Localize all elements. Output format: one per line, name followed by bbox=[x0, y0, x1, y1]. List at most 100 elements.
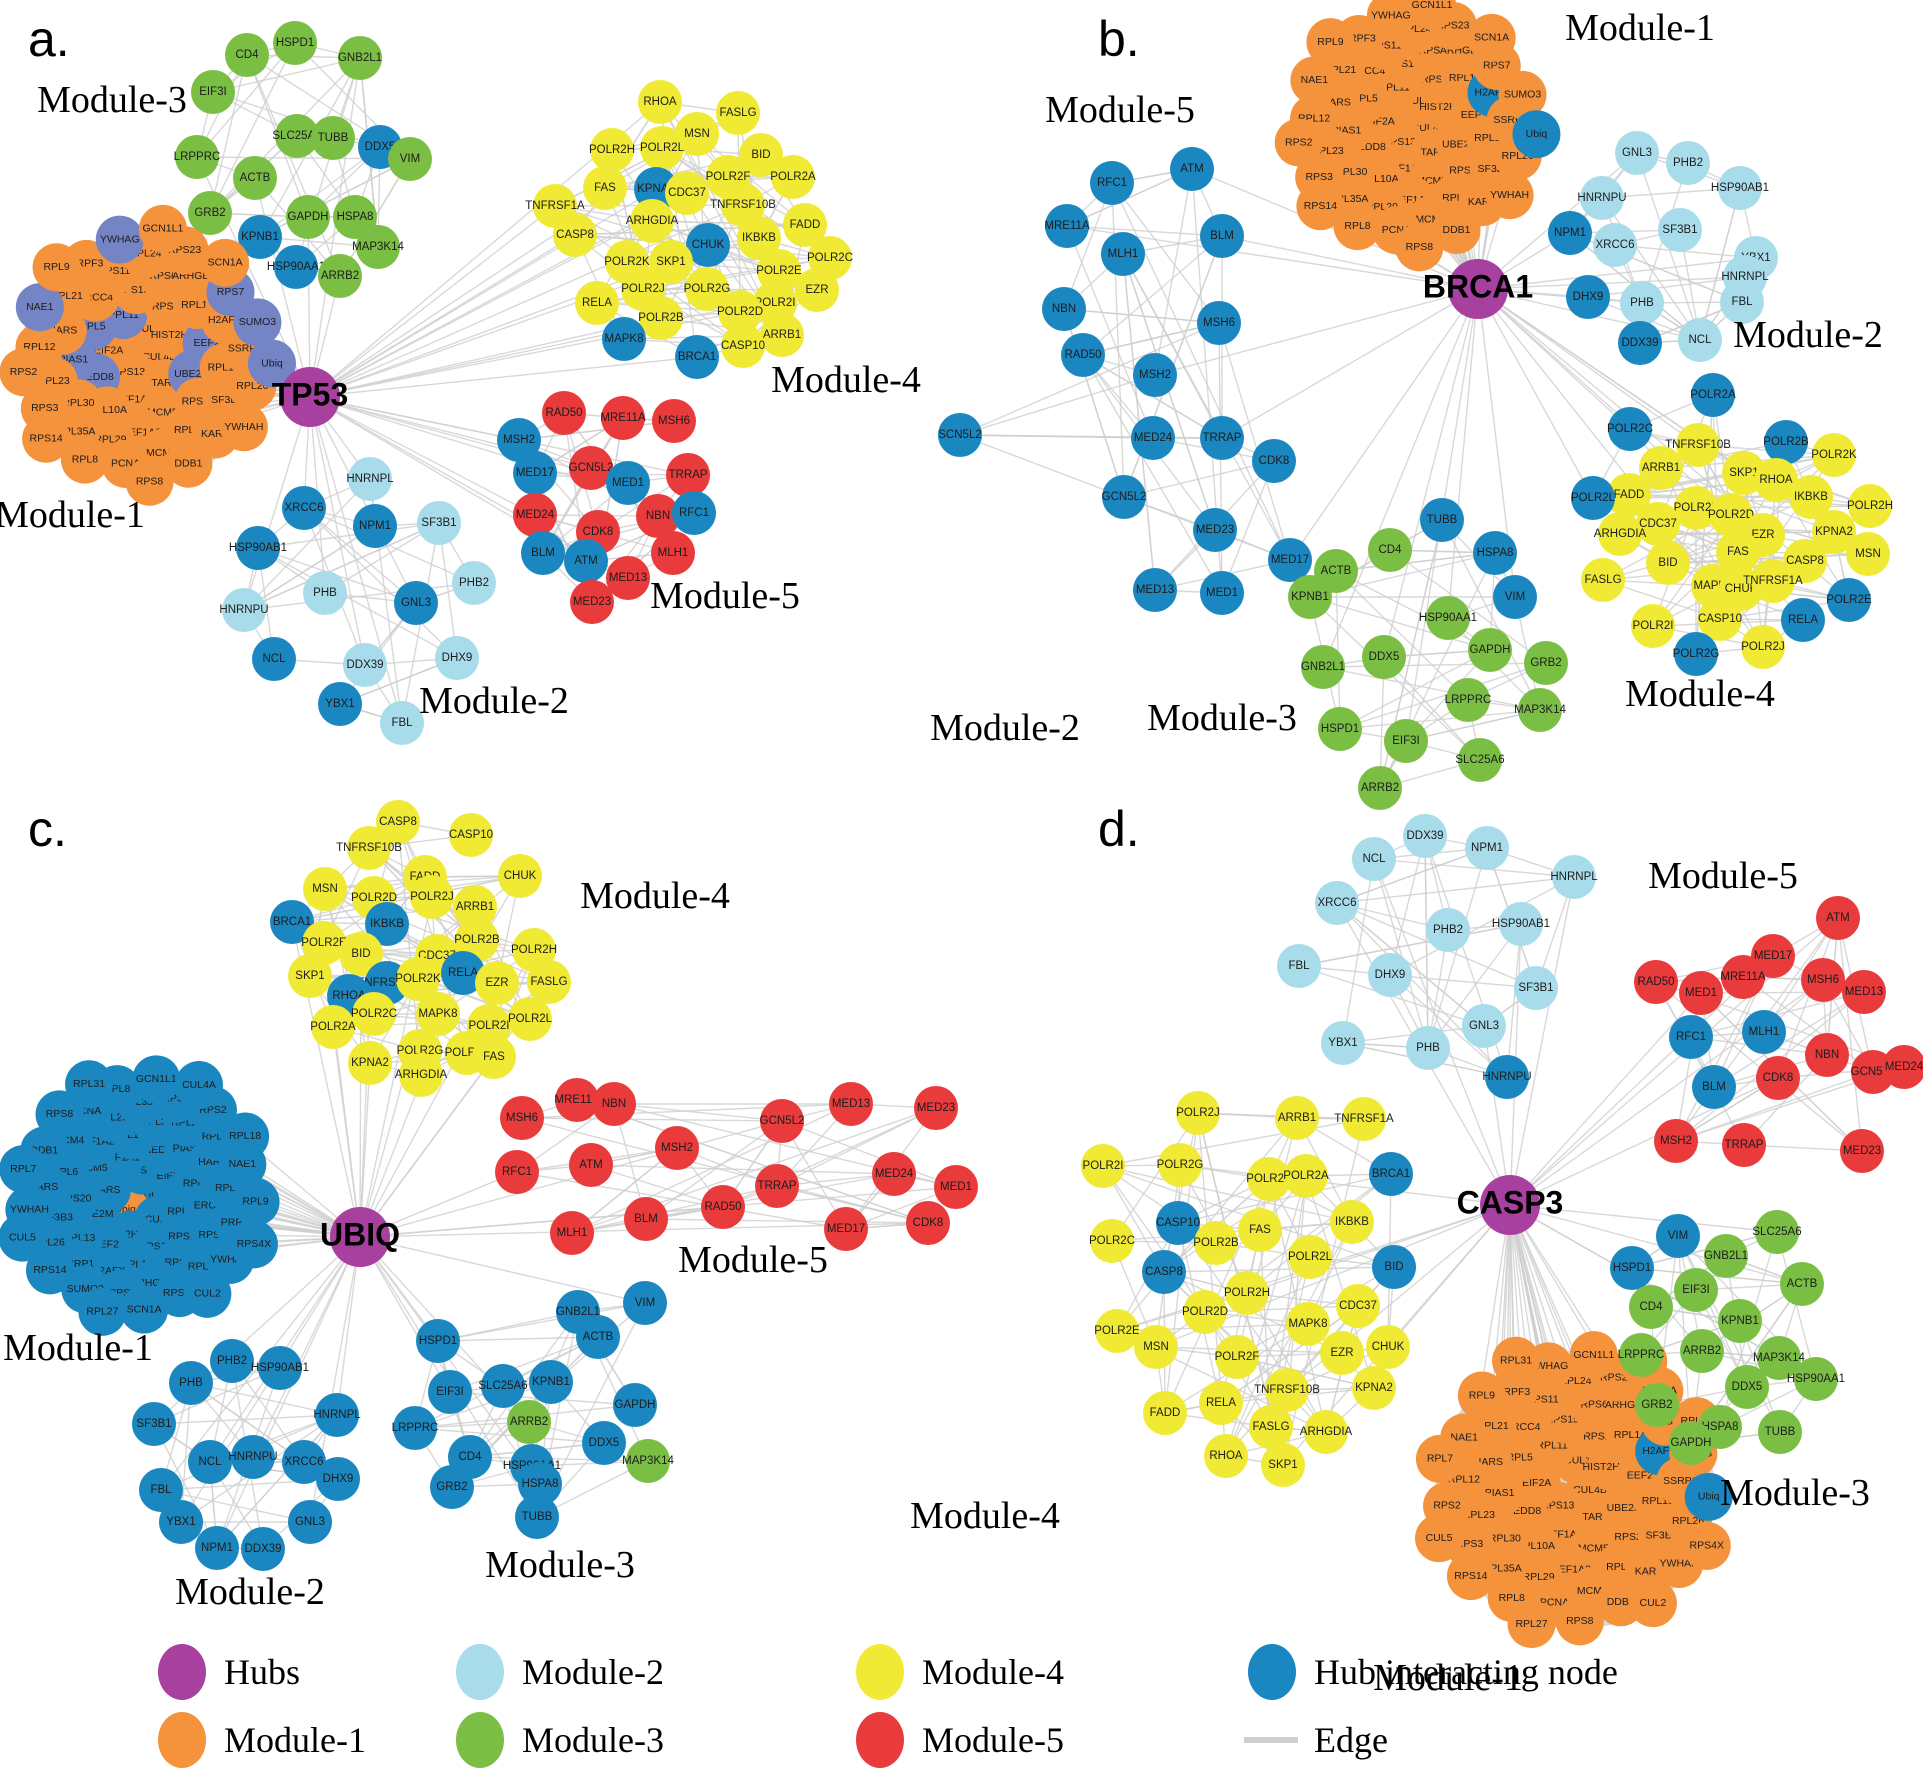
node-FASLG[interactable]: FASLG bbox=[527, 960, 571, 1004]
node-MSH6[interactable]: MSH6 bbox=[1197, 301, 1241, 345]
node-RPL9[interactable]: RPL9 bbox=[32, 243, 81, 292]
node-CASP8[interactable]: CASP8 bbox=[553, 213, 597, 257]
node-SLC25A6[interactable]: SLC25A6 bbox=[1752, 1210, 1802, 1254]
node-DDB1[interactable]: DDB1 bbox=[1432, 206, 1481, 255]
node-DHX9[interactable]: DHX9 bbox=[1566, 275, 1610, 319]
node-RPS8[interactable]: RPS8 bbox=[1395, 223, 1444, 272]
node-TNFRSF1A[interactable]: TNFRSF1A bbox=[1743, 559, 1803, 603]
node-GNL3[interactable]: GNL3 bbox=[1462, 1004, 1506, 1048]
node-LRPPRC[interactable]: LRPPRC bbox=[174, 135, 221, 179]
node-RPS14[interactable]: RPS14 bbox=[1446, 1552, 1495, 1601]
node-VIM[interactable]: VIM bbox=[1493, 575, 1537, 619]
node-MSN[interactable]: MSN bbox=[303, 867, 347, 911]
node-ACTB[interactable]: ACTB bbox=[233, 156, 277, 200]
node-POLR2E[interactable]: POLR2E bbox=[1826, 578, 1872, 622]
node-HNRNPL[interactable]: HNRNPL bbox=[1550, 855, 1598, 899]
node-POLR2A[interactable]: POLR2A bbox=[770, 155, 816, 199]
node-TRRAP[interactable]: TRRAP bbox=[1722, 1123, 1766, 1167]
node-IKBKB[interactable]: IKBKB bbox=[737, 216, 781, 260]
node-RPL8[interactable]: RPL8 bbox=[60, 435, 109, 484]
node-VIM[interactable]: VIM bbox=[623, 1281, 667, 1325]
node-MED13[interactable]: MED13 bbox=[829, 1082, 873, 1126]
node-SCN1A[interactable]: SCN1A bbox=[201, 238, 250, 287]
node-NPM1[interactable]: NPM1 bbox=[1465, 826, 1509, 870]
node-MRE11A[interactable]: MRE11A bbox=[554, 1078, 600, 1122]
node-MAPK8[interactable]: MAPK8 bbox=[1286, 1302, 1330, 1346]
node-EZR[interactable]: EZR bbox=[795, 268, 839, 312]
node-GCN1L1[interactable]: GCN1L1 bbox=[132, 1055, 181, 1104]
node-CASP10[interactable]: CASP10 bbox=[721, 324, 765, 368]
node-RAD50[interactable]: RAD50 bbox=[701, 1185, 745, 1229]
node-NAE1[interactable]: NAE1 bbox=[15, 283, 64, 332]
node-SF3B1[interactable]: SF3B1 bbox=[1514, 966, 1558, 1010]
node-ARRB2[interactable]: ARRB2 bbox=[507, 1400, 551, 1444]
node-FAS[interactable]: FAS bbox=[472, 1035, 516, 1079]
node-RFC1[interactable]: RFC1 bbox=[1669, 1015, 1713, 1059]
hub-node-BRCA1[interactable]: BRCA1 bbox=[1423, 259, 1533, 319]
node-BID[interactable]: BID bbox=[1372, 1245, 1416, 1289]
node-ATM[interactable]: ATM bbox=[564, 539, 608, 583]
node-FASLG[interactable]: FASLG bbox=[1249, 1405, 1293, 1449]
node-RHOA[interactable]: RHOA bbox=[638, 80, 682, 124]
node-SCN5L2[interactable]: SCN5L2 bbox=[938, 413, 982, 457]
node-POLR2I[interactable]: POLR2I bbox=[1631, 604, 1675, 648]
node-FADD[interactable]: FADD bbox=[783, 203, 827, 247]
node-POLR2J[interactable]: POLR2J bbox=[1176, 1091, 1220, 1135]
node-GAPDH[interactable]: GAPDH bbox=[1669, 1421, 1713, 1465]
node-ARHGDIA[interactable]: ARHGDIA bbox=[626, 199, 679, 243]
node-YWHAH[interactable]: YWHAH bbox=[1485, 171, 1534, 220]
node-GCN5L2[interactable]: GCN5L2 bbox=[569, 446, 614, 490]
node-MSN[interactable]: MSN bbox=[675, 112, 719, 156]
node-RFC1[interactable]: RFC1 bbox=[672, 491, 716, 535]
node-VIM[interactable]: VIM bbox=[1656, 1214, 1700, 1258]
hub-node-TP53[interactable]: TP53 bbox=[272, 367, 348, 427]
node-RPS8[interactable]: RPS8 bbox=[35, 1090, 84, 1139]
node-RPL31[interactable]: RPL31 bbox=[1492, 1336, 1541, 1385]
node-MRE11A[interactable]: MRE11A bbox=[1720, 955, 1766, 999]
node-RELA[interactable]: RELA bbox=[1199, 1381, 1243, 1425]
node-BLM[interactable]: BLM bbox=[1200, 214, 1244, 258]
node-BRCA1[interactable]: BRCA1 bbox=[675, 335, 719, 379]
node-MAP3K14[interactable]: MAP3K14 bbox=[1514, 688, 1566, 732]
node-KPNB1[interactable]: KPNB1 bbox=[1718, 1299, 1762, 1343]
node-TNFRSF10B[interactable]: TNFRSF10B bbox=[710, 183, 776, 227]
node-MAP3K14[interactable]: MAP3K14 bbox=[1753, 1336, 1805, 1380]
node-MED1[interactable]: MED1 bbox=[1200, 571, 1244, 615]
node-MED23[interactable]: MED23 bbox=[914, 1086, 958, 1130]
node-ARRB2[interactable]: ARRB2 bbox=[1680, 1329, 1724, 1373]
node-CDK8[interactable]: CDK8 bbox=[906, 1201, 950, 1245]
node-TUBB[interactable]: TUBB bbox=[311, 116, 355, 160]
node-KPNB1[interactable]: KPNB1 bbox=[529, 1360, 573, 1404]
node-CHUK[interactable]: CHUK bbox=[686, 223, 730, 267]
node-Ubiq[interactable]: Ubiq bbox=[1684, 1472, 1733, 1521]
node-DDB1[interactable]: DDB1 bbox=[164, 439, 213, 488]
node-HSP90AB1[interactable]: HSP90AB1 bbox=[1492, 902, 1550, 946]
node-TNFRSF10B[interactable]: TNFRSF10B bbox=[1254, 1368, 1320, 1412]
node-POLR2H[interactable]: POLR2H bbox=[1224, 1271, 1270, 1315]
node-BRCA1[interactable]: BRCA1 bbox=[1369, 1152, 1413, 1196]
node-GAPDH[interactable]: GAPDH bbox=[613, 1383, 657, 1427]
node-DDX5[interactable]: DDX5 bbox=[1725, 1365, 1769, 1409]
node-GRB2[interactable]: GRB2 bbox=[430, 1465, 474, 1509]
node-EIF3I[interactable]: EIF3I bbox=[428, 1370, 472, 1414]
node-GRB2[interactable]: GRB2 bbox=[1524, 641, 1568, 685]
node-POLR2L[interactable]: POLR2L bbox=[508, 997, 553, 1041]
node-BRCA1[interactable]: BRCA1 bbox=[270, 900, 314, 944]
node-CD4[interactable]: CD4 bbox=[1629, 1285, 1673, 1329]
node-SF3B1[interactable]: SF3B1 bbox=[1658, 208, 1702, 252]
node-FADD[interactable]: FADD bbox=[1607, 473, 1651, 517]
node-CASP10[interactable]: CASP10 bbox=[1156, 1201, 1200, 1245]
node-BLM[interactable]: BLM bbox=[624, 1197, 668, 1241]
node-HSP90AB1[interactable]: HSP90AB1 bbox=[251, 1346, 309, 1390]
node-DDX5[interactable]: DDX5 bbox=[1362, 635, 1406, 679]
node-ARRB1[interactable]: ARRB1 bbox=[1275, 1096, 1319, 1140]
node-MSN[interactable]: MSN bbox=[1134, 1325, 1178, 1369]
node-ATM[interactable]: ATM bbox=[1170, 147, 1214, 191]
node-CUL2[interactable]: CUL2 bbox=[183, 1269, 232, 1318]
node-NCL[interactable]: NCL bbox=[188, 1440, 232, 1484]
node-MED23[interactable]: MED23 bbox=[570, 580, 614, 624]
node-CDK8[interactable]: CDK8 bbox=[1756, 1056, 1800, 1100]
node-CHUK[interactable]: CHUK bbox=[1366, 1325, 1410, 1369]
node-SUMO3[interactable]: SUMO3 bbox=[233, 298, 282, 347]
node-MRE11A[interactable]: MRE11A bbox=[1044, 204, 1090, 248]
